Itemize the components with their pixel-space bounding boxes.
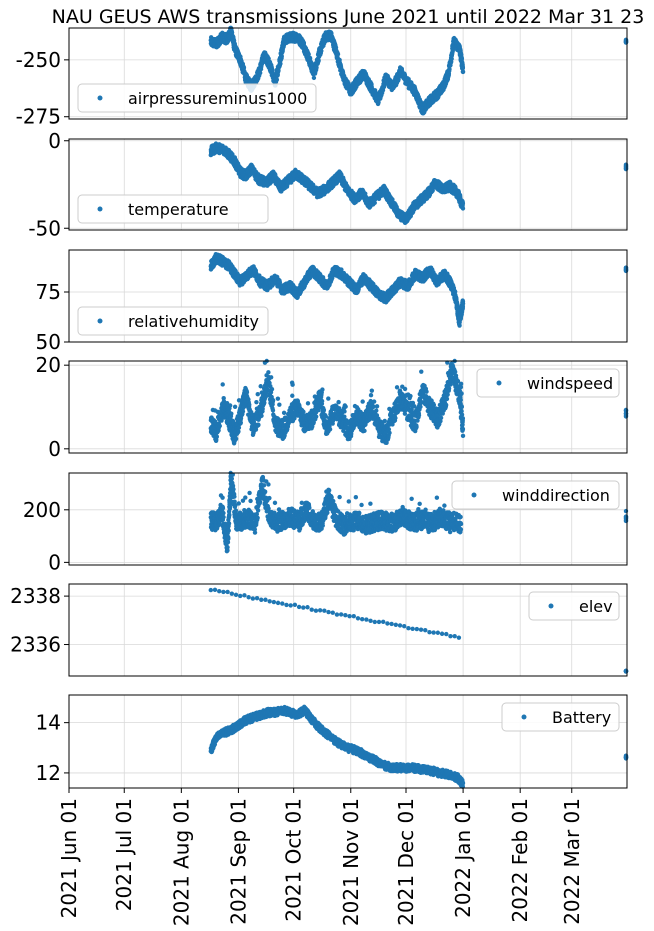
data-point bbox=[257, 70, 263, 76]
chart-panels: -275 -250 airpressureminus1000 0 -50 temperat… bbox=[10, 25, 629, 789]
data-point bbox=[447, 66, 452, 72]
legend-label: temperature bbox=[128, 200, 229, 219]
data-point bbox=[372, 200, 377, 206]
data-point bbox=[460, 206, 466, 211]
y-tick-label: 50 bbox=[36, 330, 61, 354]
data-point bbox=[623, 38, 629, 43]
data-point bbox=[460, 201, 466, 206]
y-tick-label: -50 bbox=[28, 216, 61, 240]
data-point bbox=[623, 163, 629, 169]
data-point bbox=[241, 65, 247, 70]
data-point bbox=[279, 53, 284, 59]
series-relativehumidity bbox=[208, 251, 629, 328]
figure-title: NAU GEUS AWS transmissions June 2021 unt… bbox=[52, 6, 645, 28]
legend-airpressureminus1000: airpressureminus1000 bbox=[77, 83, 317, 113]
data-point bbox=[270, 67, 275, 73]
y-tick-label: 75 bbox=[36, 280, 61, 304]
legend-marker bbox=[97, 206, 103, 212]
series-temperature bbox=[208, 141, 629, 225]
data-point bbox=[278, 61, 283, 66]
data-point bbox=[316, 58, 321, 63]
series-airpressureminus1000 bbox=[208, 25, 629, 116]
data-point bbox=[460, 65, 466, 70]
panel-airpressureminus1000: -275 -250 airpressureminus1000 bbox=[16, 25, 629, 129]
legend-label: airpressureminus1000 bbox=[128, 89, 307, 108]
data-point bbox=[311, 75, 317, 81]
data-point bbox=[319, 48, 324, 54]
y-tick-label: 0 bbox=[48, 129, 61, 153]
data-point bbox=[274, 77, 280, 82]
y-tick-label: -275 bbox=[16, 105, 61, 129]
panel-temperature: 0 -50 temperature bbox=[28, 129, 629, 240]
data-point bbox=[460, 69, 466, 75]
data-point bbox=[335, 51, 341, 57]
legend-marker bbox=[97, 95, 103, 101]
legend-temperature: temperature bbox=[77, 194, 269, 224]
y-tick-label: -250 bbox=[16, 48, 61, 72]
